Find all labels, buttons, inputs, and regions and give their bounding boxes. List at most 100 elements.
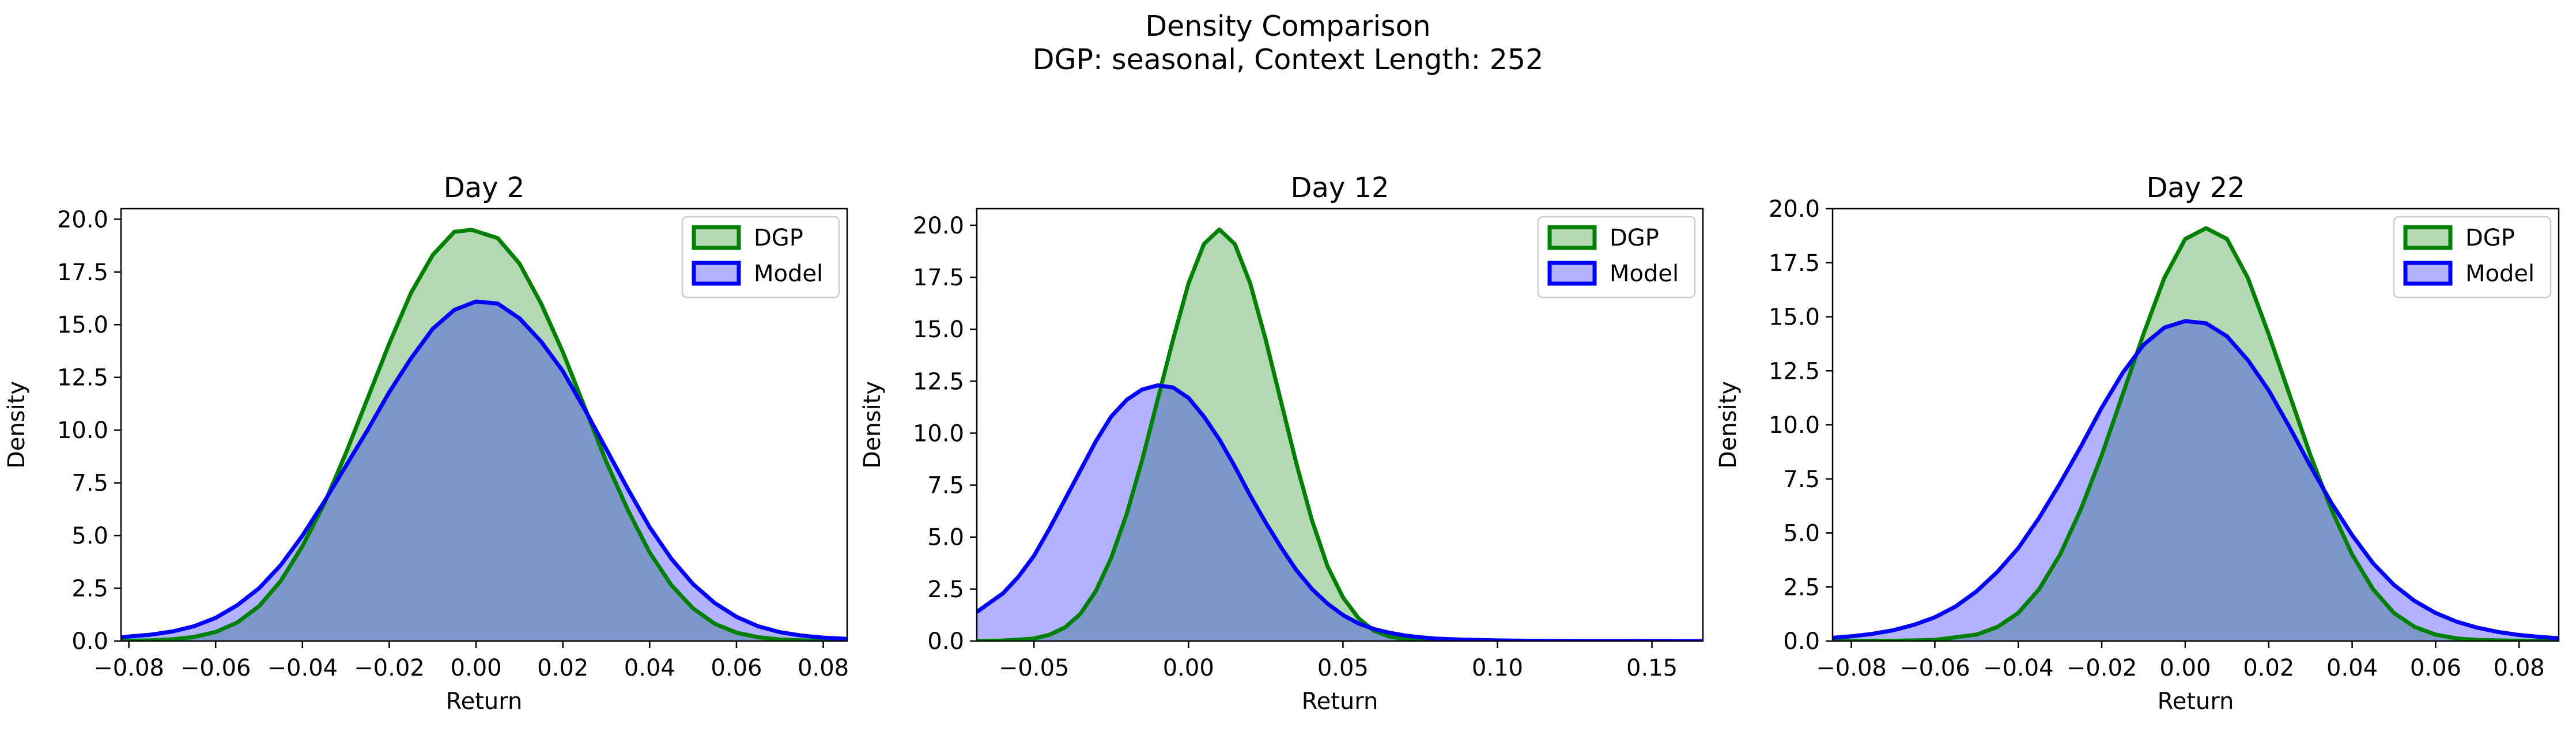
series-fill-dgp <box>1833 228 2559 641</box>
x-tick-label: 0.00 <box>451 655 502 681</box>
x-tick-label: 0.08 <box>798 655 849 681</box>
legend-swatch-model <box>692 261 741 286</box>
y-tick-label: 2.5 <box>927 576 964 603</box>
y-tick-label: 17.5 <box>57 259 108 286</box>
x-axis-label: Return <box>2158 688 2234 715</box>
x-tick-label: 0.00 <box>2159 655 2211 681</box>
legend-swatch-dgp <box>2403 225 2453 250</box>
y-tick-label: 2.5 <box>71 576 108 602</box>
legend-swatch-dgp <box>1547 225 1597 250</box>
subplot-title: Day 2 <box>444 172 525 204</box>
plot-area <box>121 228 847 641</box>
x-tick-label: 0.00 <box>1163 655 1214 681</box>
x-tick-label: 0.05 <box>1317 655 1369 681</box>
axes-frame <box>120 208 848 642</box>
panels: −0.08 −0.06 −0.04 −0.02 0.00 0.02 0.04 0.06 0.08… <box>3 172 2560 715</box>
x-tick-label: −0.02 <box>354 655 425 681</box>
x-tick-label: −0.06 <box>180 655 251 681</box>
series-fill-model <box>977 385 1703 641</box>
y-tick-label: 10.0 <box>1769 412 1820 439</box>
legend-label-dgp: DGP <box>1610 225 1659 251</box>
y-tick-label: 7.5 <box>927 473 964 499</box>
series-fill-dgp <box>121 229 847 641</box>
legend-swatch-dgp <box>692 225 741 250</box>
x-tick-label: 0.10 <box>1472 655 1523 681</box>
y-tick-label: 0.0 <box>1783 628 1820 655</box>
x-axis-label: Return <box>446 688 523 715</box>
y-tick-label: 5.0 <box>1783 521 1820 547</box>
y-tick-label: 5.0 <box>927 525 964 551</box>
x-tick-label: 0.08 <box>2494 655 2545 681</box>
y-tick-label: 10.0 <box>913 420 964 447</box>
subplot-title: Day 22 <box>2146 172 2245 204</box>
x-tick-label: −0.08 <box>93 655 164 681</box>
subplot-2: −0.05 0.00 0.05 0.10 0.15 0.0 2.5 5.0 7.5 10.0 12.… <box>859 172 1704 715</box>
x-axis-label: Return <box>1302 688 1378 715</box>
y-tick-label: 17.5 <box>913 265 964 291</box>
legend-box <box>681 216 840 299</box>
y-tick-label: 20.0 <box>913 213 964 239</box>
legend: DGP Model <box>681 216 840 299</box>
y-tick-label: 7.5 <box>71 470 108 497</box>
y-tick-label: 0.0 <box>71 628 108 655</box>
x-tick-label: 0.06 <box>2410 655 2461 681</box>
y-axis-label: Density <box>1715 381 1742 469</box>
x-tick-label: 0.02 <box>2243 655 2294 681</box>
plot-area <box>977 227 1703 641</box>
y-tick-label: 2.5 <box>1783 574 1820 601</box>
x-tick-label: −0.06 <box>1899 655 1970 681</box>
x-tick-label: −0.08 <box>1816 655 1887 681</box>
figure-subtitle: DGP: seasonal, Context Length: 252 <box>1033 43 1544 76</box>
y-tick-label: 7.5 <box>1783 466 1820 493</box>
y-tick-label: 15.0 <box>1769 304 1820 331</box>
legend: DGP Model <box>2393 216 2552 299</box>
series-fill-dgp <box>977 229 1703 641</box>
y-tick-label: 12.5 <box>1769 358 1820 385</box>
series-line-dgp <box>1833 226 2559 641</box>
x-tick-label: −0.05 <box>999 655 1070 681</box>
legend-label-model: Model <box>1610 261 1679 287</box>
y-axis-label: Density <box>859 381 886 469</box>
y-tick-label: 15.0 <box>913 316 964 343</box>
legend-swatch-model <box>1547 261 1597 286</box>
y-tick-label: 10.0 <box>57 417 108 444</box>
series-fill-model <box>121 301 847 641</box>
axes-frame <box>976 208 1704 642</box>
subplot-title: Day 12 <box>1290 172 1389 204</box>
series-line-model <box>977 383 1703 641</box>
y-tick-label: 12.5 <box>57 365 108 391</box>
series-line-dgp <box>121 228 847 641</box>
x-tick-label: 0.04 <box>624 655 675 681</box>
legend-box <box>2393 216 2552 299</box>
y-tick-label: 20.0 <box>57 206 108 233</box>
legend: DGP Model <box>1537 216 1696 299</box>
x-tick-label: −0.04 <box>1983 655 2054 681</box>
legend-box <box>1537 216 1696 299</box>
y-tick-label: 5.0 <box>71 523 108 549</box>
legend-swatch-model <box>2403 261 2453 286</box>
x-tick-label: −0.02 <box>2067 655 2137 681</box>
legend-label-model: Model <box>2465 261 2535 287</box>
subplot-3: −0.08 −0.06 −0.04 −0.02 0.00 0.02 0.04 0.06 0.08… <box>1715 172 2560 715</box>
series-line-model <box>121 299 847 641</box>
legend-label-dgp: DGP <box>754 225 803 251</box>
x-tick-label: 0.06 <box>711 655 762 681</box>
y-tick-label: 12.5 <box>913 368 964 395</box>
plot-area <box>1833 226 2559 641</box>
x-tick-label: 0.04 <box>2326 655 2378 681</box>
subplot-1: −0.08 −0.06 −0.04 −0.02 0.00 0.02 0.04 0.06 0.08… <box>3 172 849 715</box>
y-tick-label: 15.0 <box>57 312 108 338</box>
legend-label-model: Model <box>754 261 823 287</box>
figure-title: Density Comparison <box>1145 10 1430 43</box>
y-tick-label: 20.0 <box>1769 196 1820 223</box>
y-tick-label: 17.5 <box>1769 250 1820 277</box>
y-tick-label: 0.0 <box>927 628 964 655</box>
series-fill-model <box>1833 321 2559 641</box>
legend-label-dgp: DGP <box>2465 225 2515 251</box>
x-tick-label: 0.15 <box>1626 655 1678 681</box>
x-tick-label: 0.02 <box>537 655 588 681</box>
series-line-model <box>1833 319 2559 640</box>
y-axis-label: Density <box>3 381 30 469</box>
